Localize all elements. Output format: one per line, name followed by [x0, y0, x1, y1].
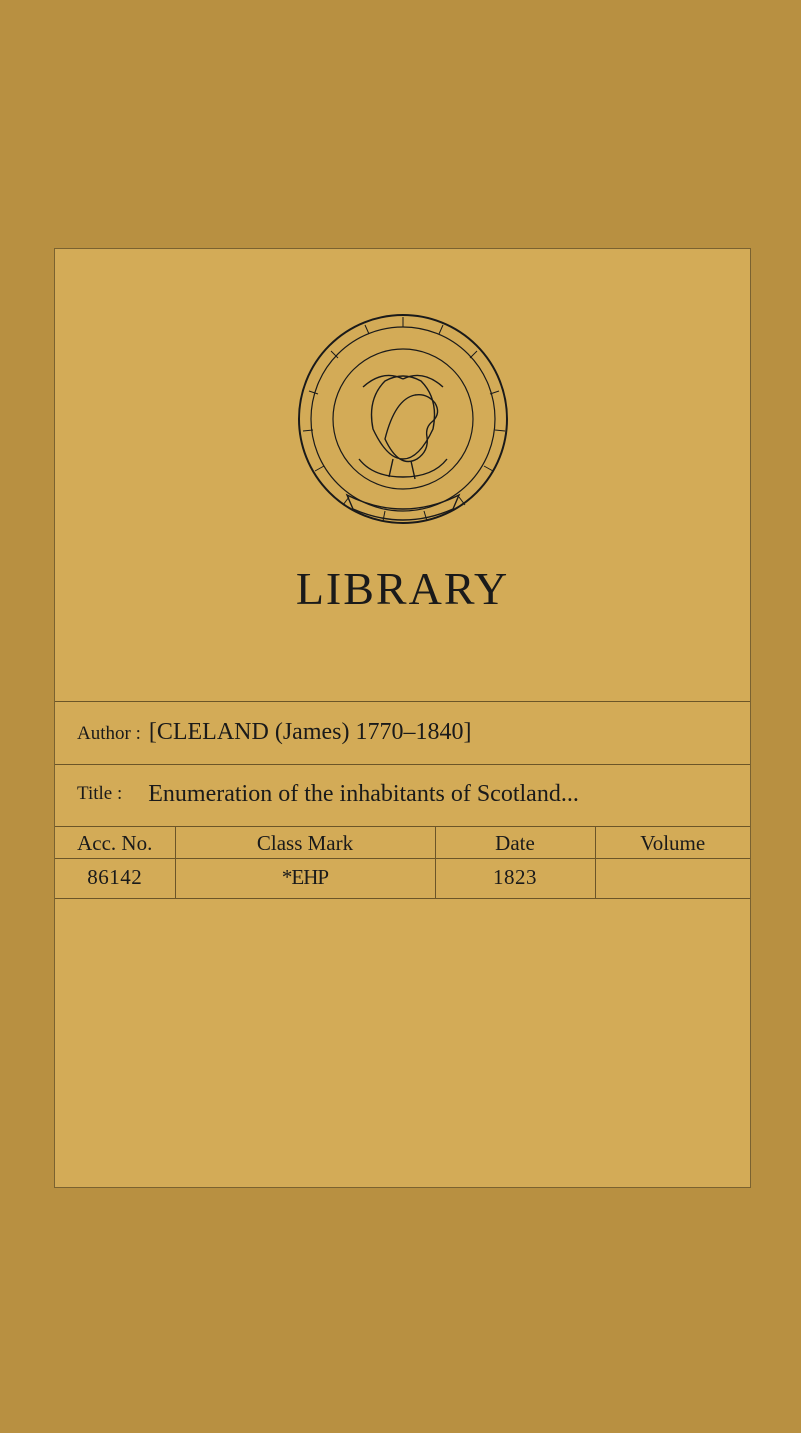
- col-volume: Volume: [595, 827, 750, 859]
- title-label: Title :: [77, 779, 122, 810]
- title-value: Enumeration of the inhabitants of Scotla…: [148, 779, 579, 810]
- author-row: Author : [CLELAND (James) 1770–1840]: [55, 702, 750, 764]
- table-header-row: Acc. No. Class Mark Date Volume: [55, 827, 750, 859]
- cell-volume: [595, 859, 750, 899]
- library-heading: LIBRARY: [55, 562, 750, 615]
- catalog-table: Acc. No. Class Mark Date Volume 86142 *E…: [55, 826, 750, 899]
- cell-classmark: *EHP: [175, 859, 435, 899]
- author-value: [CLELAND (James) 1770–1840]: [149, 716, 472, 748]
- author-label: Author :: [77, 721, 141, 747]
- col-acc-no: Acc. No.: [55, 827, 175, 859]
- library-card: LIBRARY Author : [CLELAND (James) 1770–1…: [54, 248, 751, 1188]
- seal-container: [55, 249, 750, 534]
- title-row: Title : Enumeration of the inhabitants o…: [55, 765, 750, 826]
- col-classmark: Class Mark: [175, 827, 435, 859]
- institution-seal-icon: [293, 309, 513, 534]
- cell-date: 1823: [435, 859, 595, 899]
- cell-acc-no: 86142: [55, 859, 175, 899]
- col-date: Date: [435, 827, 595, 859]
- table-row: 86142 *EHP 1823: [55, 859, 750, 899]
